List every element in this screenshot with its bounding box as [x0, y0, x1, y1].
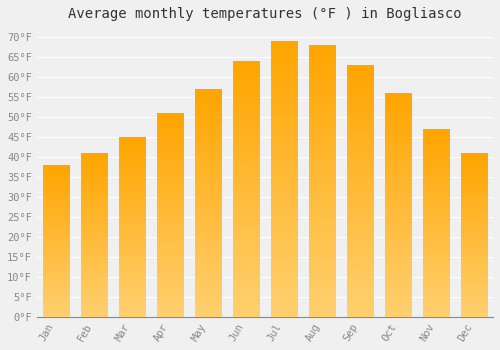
Title: Average monthly temperatures (°F ) in Bogliasco: Average monthly temperatures (°F ) in Bo… — [68, 7, 462, 21]
